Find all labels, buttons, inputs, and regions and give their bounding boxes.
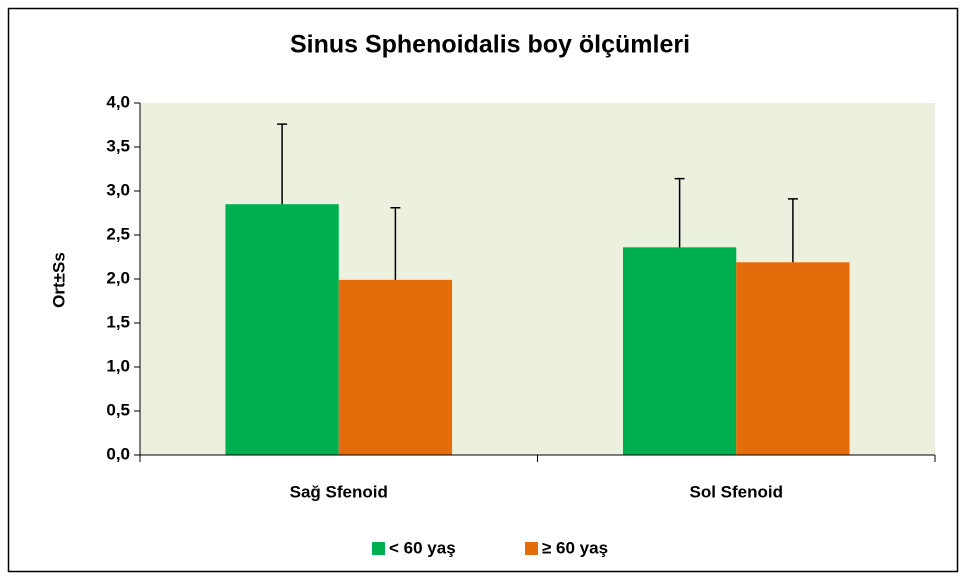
error-bar	[277, 123, 288, 205]
y-axis-label: Ort±Ss	[49, 252, 68, 308]
legend-swatch	[372, 542, 385, 555]
bar	[225, 204, 339, 455]
x-tick-label: Sağ Sfenoid	[290, 482, 388, 501]
x-tick-label: Sol Sfenoid	[690, 482, 784, 501]
bar	[622, 247, 737, 455]
y-tick-label: 0,5	[106, 400, 130, 419]
legend-swatch	[525, 542, 538, 555]
y-tick-label: 1,0	[106, 356, 130, 375]
error-bar	[787, 198, 798, 263]
y-tick-label: 3,0	[106, 180, 130, 199]
y-tick-label: 1,5	[106, 312, 130, 331]
y-tick-label: 2,5	[106, 224, 130, 243]
bar	[736, 262, 850, 455]
bar	[338, 279, 453, 455]
legend-label: < 60 yaş	[389, 538, 456, 557]
error-bar	[390, 206, 401, 280]
y-tick-label: 3,5	[106, 136, 130, 155]
chart-title: Sinus Sphenoidalis boy ölçümleri	[290, 31, 690, 59]
legend-label: ≥ 60 yaş	[542, 538, 608, 557]
error-bar	[674, 177, 685, 248]
y-tick-label: 4,0	[106, 92, 130, 111]
y-tick-label: 2,0	[106, 268, 130, 287]
y-tick-label: 0,0	[106, 444, 130, 463]
